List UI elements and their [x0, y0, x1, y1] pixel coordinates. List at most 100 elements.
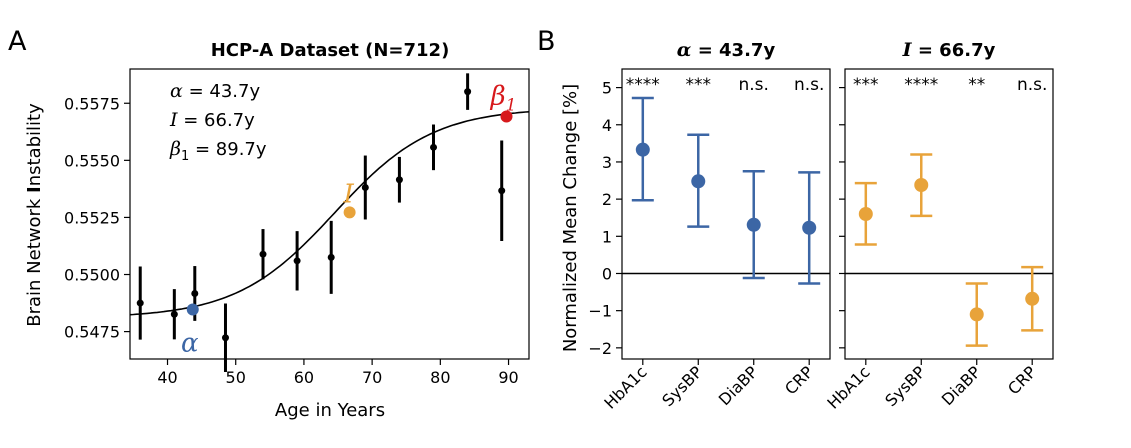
- data-point: [136, 266, 144, 340]
- y-tick-label: 0.5500: [64, 266, 120, 285]
- y-tick-label: −2: [588, 339, 612, 358]
- significance-label: n.s.: [1017, 75, 1047, 95]
- data-point: [498, 140, 506, 241]
- estimate-hba1c: [631, 96, 654, 202]
- subpanel-title-value: = 43.7y: [691, 40, 775, 61]
- beta-subscript: 1: [506, 95, 517, 115]
- estimate-sysbp: [910, 153, 933, 218]
- x-tick-label: 90: [498, 368, 518, 387]
- ylabel-part-2: I: [24, 186, 45, 193]
- y-tick-label: 4: [602, 116, 612, 135]
- ylabel-part-3: nstability: [24, 103, 45, 186]
- mean-marker: [858, 207, 873, 221]
- alpha-label: α: [181, 328, 199, 358]
- x-tick-label: HbA1c: [600, 362, 650, 412]
- x-tick-label: DiaBP: [715, 362, 762, 409]
- mean-marker: [969, 307, 984, 322]
- y-tick-label: 0.5525: [64, 208, 120, 227]
- significance-label: ****: [626, 75, 660, 95]
- point-marker: [136, 299, 144, 307]
- data-point: [395, 156, 403, 203]
- data-point: [259, 229, 267, 280]
- alpha-symbol: α: [181, 328, 199, 358]
- panel-a-ylabel: Brain Network Instability: [24, 103, 45, 327]
- significance-label: n.s.: [794, 75, 824, 95]
- y-tick-label: 0: [602, 264, 612, 283]
- inflection-symbol: I: [342, 179, 354, 209]
- parameter-annotation: α = 43.7y: [170, 80, 260, 102]
- alpha-point: [186, 303, 199, 316]
- point-marker: [395, 176, 403, 184]
- alpha-marker: α: [181, 303, 199, 358]
- significance-label: **: [968, 75, 985, 95]
- point-marker: [327, 253, 335, 261]
- subpanel-title: α = 43.7y: [677, 39, 776, 61]
- x-tick-label: CRP: [1004, 362, 1040, 398]
- beta-point: [500, 110, 513, 123]
- x-tick-label: 70: [362, 368, 382, 387]
- estimate-hba1c: [854, 181, 877, 246]
- subpanel-title-symbol: I: [902, 39, 913, 61]
- subpanel-1: α = 43.7y −2 −1 0 1 2 3 4 5 HbA1c **** SysBP *** DiaB…: [588, 39, 831, 413]
- point-marker: [221, 334, 229, 342]
- y-tick-label: −1: [588, 302, 612, 321]
- point-marker: [293, 257, 301, 265]
- point-marker: [191, 289, 199, 297]
- subpanel-2: I = 66.7y HbA1c *** SysBP **** DiaBP ** CRP n.s.: [823, 39, 1054, 413]
- inflection-marker: I: [342, 179, 356, 219]
- panel-b-ylabel: Normalized Mean Change [%]: [560, 84, 581, 352]
- x-tick-label: 60: [294, 368, 314, 387]
- y-tick-label: 5: [602, 79, 612, 98]
- x-tick-label: CRP: [781, 362, 817, 398]
- significance-label: ****: [904, 75, 938, 95]
- data-point: [293, 231, 301, 291]
- x-tick-label: 50: [226, 368, 246, 387]
- point-marker: [464, 88, 472, 96]
- inflection-point: [343, 206, 356, 219]
- significance-label: n.s.: [739, 75, 769, 95]
- panel-a-frame: [129, 68, 530, 360]
- annotation-value: = 66.7y: [178, 110, 256, 131]
- y-tick-label: 0.5475: [64, 323, 120, 342]
- panel-b-label: B: [537, 26, 556, 57]
- data-point: [221, 303, 229, 373]
- y-tick-label: 3: [602, 153, 612, 172]
- subpanel-frame: [844, 68, 1054, 360]
- ylabel-part-1: Brain Network: [24, 193, 45, 327]
- y-tick-label: 0.5550: [64, 151, 120, 170]
- x-tick-label: 80: [430, 368, 450, 387]
- mean-marker: [746, 217, 761, 232]
- annotation-value: = 89.7y: [189, 139, 267, 160]
- beta-symbol: β: [490, 81, 506, 111]
- mean-marker: [635, 142, 650, 157]
- y-tick-label: 0.5575: [64, 94, 120, 113]
- point-marker: [498, 187, 506, 195]
- panel-a-ticks: 40 50 60 70 80 90 0.5475 0.5500 0.5525 0.5550 0.55…: [64, 94, 519, 387]
- estimate-diabp: [965, 282, 988, 347]
- subpanel-title: I = 66.7y: [902, 39, 996, 61]
- x-tick-label: 40: [157, 368, 177, 387]
- mean-marker: [1025, 291, 1040, 306]
- panel-a-label: A: [8, 26, 27, 57]
- panel-a-xlabel: Age in Years: [275, 400, 385, 421]
- mean-marker: [802, 220, 817, 235]
- parameter-annotation: I = 66.7y: [169, 109, 255, 131]
- beta-label: β1: [490, 81, 517, 115]
- data-point: [430, 124, 438, 171]
- inflection-label: I: [342, 179, 354, 209]
- panel-b-content: α = 43.7y −2 −1 0 1 2 3 4 5 HbA1c **** SysBP *** DiaB…: [588, 39, 1054, 413]
- annotation-value: = 43.7y: [183, 81, 261, 102]
- point-marker: [361, 184, 369, 192]
- estimate-sysbp: [687, 133, 710, 228]
- annotation-subscript: 1: [181, 149, 189, 164]
- mean-marker: [691, 174, 706, 189]
- y-tick-label: 1: [602, 227, 612, 246]
- annotation-symbol: α: [170, 80, 183, 102]
- data-point: [464, 73, 472, 110]
- panel-a-title: HCP-A Dataset (N=712): [211, 40, 450, 61]
- estimate-crp: [798, 171, 821, 285]
- y-tick-label: 2: [602, 190, 612, 209]
